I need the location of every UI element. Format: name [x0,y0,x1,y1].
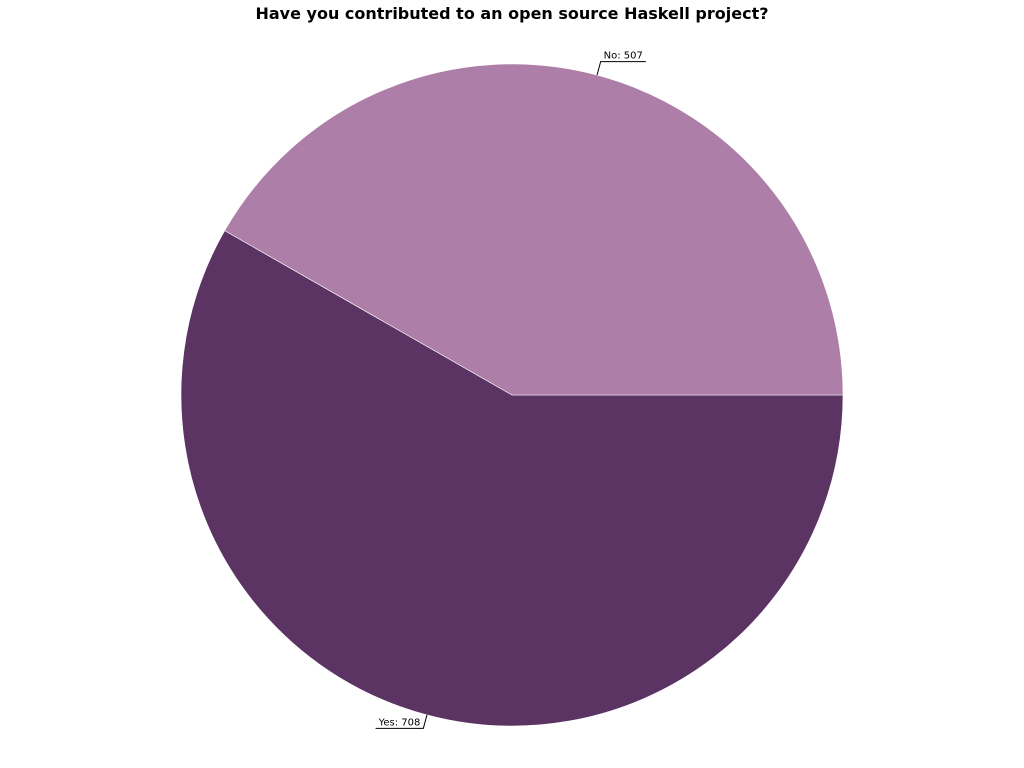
pie-leader-yes [375,714,428,729]
pie-labels: Yes: 708 No: 507 [375,51,646,729]
pie-leader-no [596,61,646,76]
pie-label-no: No: 507 [604,51,643,62]
chart-title: Have you contributed to an open source H… [255,4,769,23]
pie-slices [180,63,844,727]
pie-slice-no [224,63,844,396]
pie-label-yes: Yes: 708 [378,717,421,728]
